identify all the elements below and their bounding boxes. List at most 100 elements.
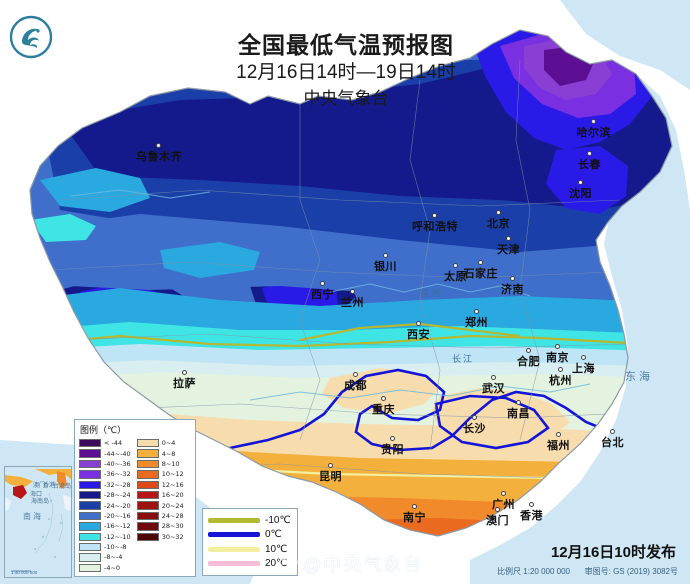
legend-swatch: [136, 449, 159, 458]
city-label: 北京: [487, 218, 510, 230]
legend-label: -20~-16: [104, 511, 131, 520]
legend-label: -44~-40: [104, 449, 131, 458]
city-marker: [453, 263, 458, 268]
city-label: 重庆: [372, 404, 395, 416]
legend-swatch: [136, 470, 159, 479]
legend-row: -40~-36: [79, 459, 131, 469]
legend-row: -28~-24: [79, 490, 131, 500]
legend-swatch: [79, 439, 101, 448]
legend-row: -24~-20: [79, 500, 131, 510]
legend-swatch: [79, 480, 101, 489]
legend-row: -8~-4: [79, 552, 131, 562]
city-label: 澳门: [486, 515, 509, 527]
city-label: 长沙: [463, 423, 486, 435]
city-label: 成都: [344, 380, 367, 392]
legend-label: -16~-12: [104, 522, 131, 531]
legend-label: 20~24: [161, 501, 184, 510]
city-label: 长春: [578, 159, 601, 171]
legend-row: 28~30: [136, 521, 184, 531]
approval-number: 审图号: GS (2019) 3082号: [584, 567, 678, 576]
city-marker: [506, 236, 511, 241]
city-label: 拉萨: [173, 378, 196, 390]
sea-label: 东海: [625, 371, 653, 383]
city-label: 济南: [501, 284, 524, 296]
city-marker: [412, 504, 417, 509]
legend-column-cold: < -44 -44~-40 -40~-36 -36~-32 -32~-28 -28~-24…: [79, 438, 131, 573]
south-china-sea-inset-map: 南海 海口 海南岛 台湾岛 澳门 香港 1:40 000 000: [4, 466, 72, 578]
legend-swatch: [79, 490, 101, 500]
legend-swatch: [79, 511, 101, 521]
legend-swatch: [136, 459, 159, 469]
city-marker: [591, 119, 596, 124]
city-label: 银川: [374, 261, 397, 273]
legend-row: -44~-40: [79, 448, 131, 458]
city-label: 南京: [546, 352, 569, 364]
legend-row: 16~20: [136, 490, 184, 500]
isotherm-label: 20℃: [265, 558, 288, 570]
inset-scale: 1:40 000 000: [11, 570, 38, 575]
city-marker: [472, 415, 477, 420]
city-marker: [320, 281, 325, 286]
city-label: 昆明: [319, 471, 342, 483]
legend-label: 28~30: [161, 522, 184, 531]
isotherm-legend-row: 20℃: [208, 557, 292, 570]
river-layer: [69, 189, 591, 401]
legend-row: -12~-10: [79, 532, 131, 542]
legend-row: -20~-16: [79, 511, 131, 521]
city-marker: [350, 289, 355, 294]
city-marker: [555, 344, 560, 349]
city-marker: [478, 260, 483, 265]
isotherm-legend: -10℃ 0℃ 10℃ 20℃: [202, 508, 298, 576]
legend-swatch: [136, 511, 159, 521]
legend-label: < -44: [104, 439, 123, 448]
city-label: 天津: [497, 244, 520, 256]
city-label: 兰州: [341, 297, 364, 309]
legend-row: 8~10: [136, 459, 184, 469]
legend-label: -4~0: [104, 563, 121, 572]
city-label: 广州: [492, 499, 515, 511]
city-label: 哈尔滨: [576, 127, 611, 139]
legend-label: 16~20: [161, 491, 184, 500]
city-marker: [510, 276, 515, 281]
isotherm-legend-row: 10℃: [208, 543, 292, 556]
city-marker: [474, 309, 479, 314]
isotherm-line-sample: [208, 546, 260, 552]
legend-row: -32~-28: [79, 480, 131, 490]
legend-row: 10~12: [136, 469, 184, 479]
legend-row: -10~-8: [79, 542, 131, 552]
city-marker: [556, 432, 561, 437]
isotherm-legend-row: -10℃: [208, 514, 292, 527]
legend-label: -12~-10: [104, 532, 131, 541]
legend-swatch: [79, 459, 101, 469]
city-label: 福州: [547, 440, 570, 452]
legend-label: -40~-36: [104, 459, 131, 468]
city-marker: [491, 375, 496, 380]
inset-place-label: 台湾岛: [53, 484, 72, 490]
legend-label: -32~-28: [104, 480, 131, 489]
province-boundaries: [49, 59, 651, 479]
legend-swatch: [136, 439, 159, 448]
legend-column-warm: 0~4 4~8 8~10 10~12 12~16 16~20 20~24 24~28 28~30…: [136, 438, 184, 573]
legend-swatch: [79, 522, 101, 531]
legend-swatch: [136, 480, 159, 489]
map-scale: 比例尺 1:20 000 000: [497, 567, 570, 576]
legend-swatch: [136, 490, 159, 500]
legend-label: 10~12: [161, 470, 184, 479]
legend-label: -24~-20: [104, 501, 131, 510]
issue-time: 12月16日10时发布: [550, 544, 676, 561]
legend-swatch: [79, 501, 101, 510]
city-label: 杭州: [549, 375, 572, 387]
city-label: 南宁: [403, 512, 426, 524]
legend-label: -36~-32: [104, 470, 131, 479]
legend-label: 8~10: [161, 459, 180, 468]
legend-row: 4~8: [136, 448, 184, 458]
city-label: 台北: [601, 437, 624, 449]
city-label: 石家庄: [463, 268, 498, 280]
city-label: 西宁: [311, 289, 334, 301]
legend-label: -28~-24: [104, 491, 131, 500]
legend-label: 12~16: [161, 480, 184, 489]
city-marker: [432, 213, 437, 218]
inset-place-label: 海南岛: [31, 499, 50, 505]
legend-row: 20~24: [136, 500, 184, 510]
